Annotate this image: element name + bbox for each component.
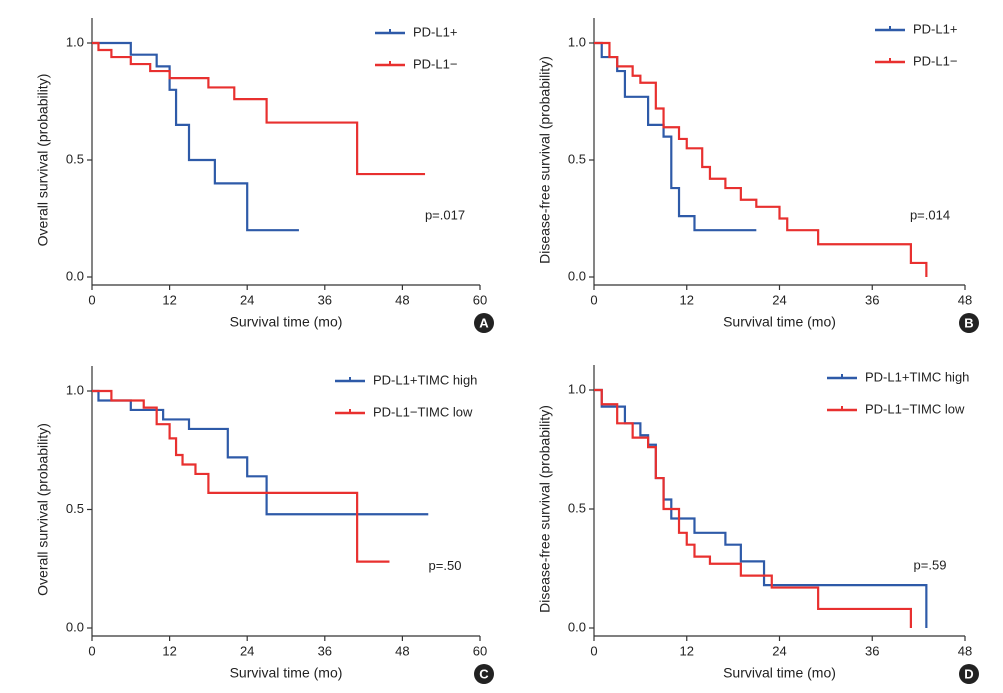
x-tick-label: 0	[590, 643, 597, 658]
y-tick-label: 0.0	[568, 268, 586, 283]
y-axis-label: Disease-free survival (probability)	[537, 56, 553, 264]
x-tick-label: 24	[240, 643, 254, 658]
survival-curve	[92, 389, 390, 563]
panel-letter: D	[964, 666, 973, 681]
survival-curve	[92, 41, 299, 232]
annotation: p=.017	[425, 208, 465, 223]
x-tick-label: 48	[958, 292, 972, 307]
y-tick-label: 1.0	[568, 381, 586, 396]
x-tick-label: 0	[88, 643, 95, 658]
legend-label: PD-L1+	[413, 24, 457, 39]
x-axis-label: Survival time (mo)	[230, 314, 343, 330]
y-tick-label: 0.5	[66, 501, 84, 516]
x-tick-label: 36	[865, 643, 879, 658]
x-tick-label: 24	[772, 643, 786, 658]
panel: 0.0 0.5 1.0 0 12 24 36 48 60 Survival time (mo) Ov…	[35, 366, 494, 684]
panel-letter: B	[964, 315, 973, 330]
x-axis-label: Survival time (mo)	[230, 665, 343, 681]
y-tick-label: 0.5	[568, 151, 586, 166]
x-tick-label: 48	[395, 292, 409, 307]
x-tick-label: 12	[680, 292, 694, 307]
x-tick-label: 0	[88, 292, 95, 307]
y-axis-label: Disease-free survival (probability)	[537, 405, 553, 613]
annotation: p=.014	[910, 208, 950, 223]
legend-label: PD-L1−TIMC low	[865, 401, 965, 416]
survival-curve	[594, 388, 912, 628]
y-tick-label: 0.0	[568, 619, 586, 634]
x-tick-label: 12	[162, 643, 176, 658]
y-axis-label: Overall survival (probability)	[35, 74, 51, 247]
legend-label: PD-L1+TIMC high	[865, 369, 969, 384]
panel: 0.0 0.5 1.0 0 12 24 36 48 60 Survival time (mo) Ov…	[35, 18, 494, 333]
legend-label: PD-L1−	[413, 56, 457, 71]
annotation: p=.59	[914, 558, 947, 573]
x-tick-label: 60	[473, 292, 487, 307]
x-tick-label: 0	[590, 292, 597, 307]
x-tick-label: 60	[473, 643, 487, 658]
panel-letter: C	[479, 666, 489, 681]
x-axis-label: Survival time (mo)	[723, 314, 836, 330]
x-tick-label: 36	[865, 292, 879, 307]
y-tick-label: 1.0	[568, 34, 586, 49]
x-tick-label: 48	[395, 643, 409, 658]
x-tick-label: 24	[240, 292, 254, 307]
panel-letter: A	[479, 315, 489, 330]
y-tick-label: 0.5	[568, 500, 586, 515]
legend-label: PD-L1−TIMC low	[373, 404, 473, 419]
y-tick-label: 1.0	[66, 34, 84, 49]
panel-badge	[474, 313, 494, 333]
x-axis-label: Survival time (mo)	[723, 665, 836, 681]
x-tick-label: 12	[680, 643, 694, 658]
panel-badge	[959, 664, 979, 684]
panel: 0.0 0.5 1.0 0 12 24 36 48 Survival time (mo) Dise…	[537, 365, 979, 684]
y-tick-label: 0.0	[66, 268, 84, 283]
x-tick-label: 36	[318, 643, 332, 658]
legend-label: PD-L1−	[913, 53, 957, 68]
y-tick-label: 1.0	[66, 382, 84, 397]
panel-badge	[474, 664, 494, 684]
x-tick-label: 36	[318, 292, 332, 307]
survival-curve	[594, 41, 757, 232]
x-tick-label: 12	[162, 292, 176, 307]
panel-badge	[959, 313, 979, 333]
legend-label: PD-L1+	[913, 21, 957, 36]
legend-label: PD-L1+TIMC high	[373, 372, 477, 387]
annotation: p=.50	[429, 558, 462, 573]
x-tick-label: 48	[958, 643, 972, 658]
survival-curve	[594, 41, 928, 277]
survival-curve	[594, 388, 928, 628]
survival-curve	[92, 41, 426, 176]
y-axis-label: Overall survival (probability)	[35, 423, 51, 596]
y-tick-label: 0.0	[66, 619, 84, 634]
y-tick-label: 0.5	[66, 151, 84, 166]
x-tick-label: 24	[772, 292, 786, 307]
panel: 0.0 0.5 1.0 0 12 24 36 48 Survival time (mo) Dise…	[537, 18, 979, 333]
